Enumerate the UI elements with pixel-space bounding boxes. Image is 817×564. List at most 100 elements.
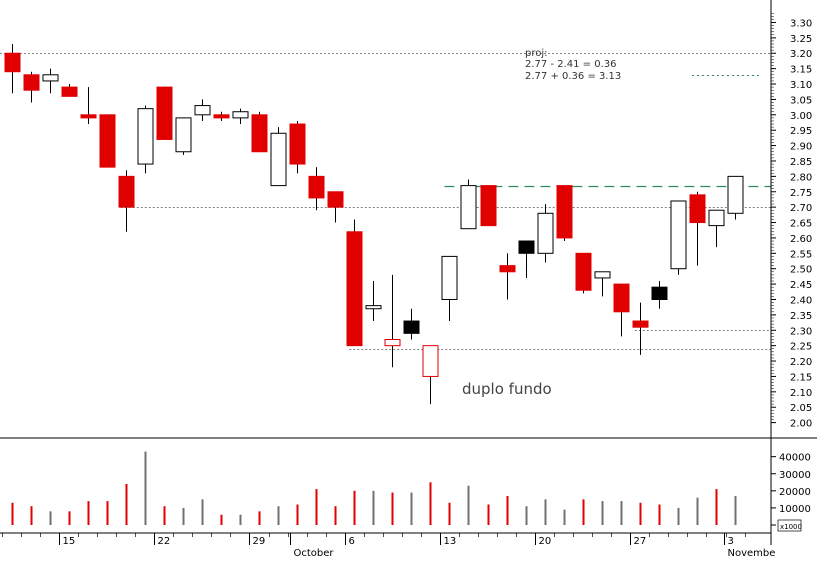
price-tick-label: 2.85 xyxy=(790,157,812,168)
price-tick-label: 3.20 xyxy=(790,49,812,60)
candle-body xyxy=(137,108,154,165)
candle-body xyxy=(403,320,420,334)
price-tick-label: 2.60 xyxy=(790,234,812,245)
candle xyxy=(175,117,192,155)
candle xyxy=(118,170,135,232)
candle xyxy=(137,105,154,174)
price-tick-label: 2.65 xyxy=(790,219,812,230)
candle-body xyxy=(194,105,211,116)
candle xyxy=(61,84,78,97)
candle-body xyxy=(613,283,630,313)
candle xyxy=(632,302,649,355)
candle xyxy=(346,219,363,347)
price-tick-label: 3.15 xyxy=(790,65,812,76)
x-tick-label: Novembe xyxy=(728,548,776,559)
price-tick-label: 2.10 xyxy=(790,388,812,399)
candle xyxy=(42,68,59,94)
volume-unit-label: x1000 xyxy=(780,523,802,531)
candle xyxy=(670,200,687,275)
candle-body xyxy=(556,185,573,239)
candle-body xyxy=(270,132,287,187)
candle-body xyxy=(632,320,649,328)
price-tick-label: 3.10 xyxy=(790,80,812,91)
price-tick-label: 3.30 xyxy=(790,18,812,29)
price-tick-label: 2.90 xyxy=(790,142,812,153)
x-tick-label: 20 xyxy=(539,536,552,547)
price-tick-label: 2.20 xyxy=(790,357,812,368)
candle-body xyxy=(4,52,21,73)
x-tick-label: 13 xyxy=(444,536,457,547)
candle xyxy=(708,209,725,248)
candle xyxy=(441,255,458,322)
price-tick-label: 2.25 xyxy=(790,342,812,353)
x-tick-label: 15 xyxy=(63,536,76,547)
candle xyxy=(575,252,592,294)
candle-body xyxy=(213,114,230,119)
price-tick-label: 2.55 xyxy=(790,249,812,260)
volume-axis: 400003000020000100000x1000 xyxy=(771,453,811,532)
candle-body xyxy=(460,185,477,230)
candle xyxy=(460,179,477,230)
candle-body xyxy=(118,175,135,208)
candle xyxy=(251,111,268,153)
candle-body xyxy=(327,191,344,208)
candle-body xyxy=(251,114,268,153)
price-tick-label: 2.40 xyxy=(790,295,812,306)
candle-body xyxy=(499,265,516,273)
candle-body xyxy=(156,86,173,140)
candle-body xyxy=(441,255,458,300)
candle-body xyxy=(61,86,78,97)
candle xyxy=(480,185,497,227)
x-tick-label: October xyxy=(294,548,335,559)
candle xyxy=(384,274,401,368)
volume-tick-label: 30000 xyxy=(779,470,811,481)
candle-body xyxy=(651,286,668,300)
pattern-label: duplo fundo xyxy=(462,380,552,398)
price-tick-label: 2.00 xyxy=(790,419,812,430)
candle-body xyxy=(384,339,401,347)
price-tick-label: 2.45 xyxy=(790,280,812,291)
projection-line-1: 2.77 - 2.41 = 0.36 xyxy=(525,59,617,70)
candle xyxy=(99,114,116,168)
candle xyxy=(556,185,573,242)
candle-body xyxy=(80,114,97,119)
price-axis: 3.30 3.25 3.20 3.15 3.10 3.05 3.00 2.95 2.90 2.85… xyxy=(771,12,812,430)
x-tick-label: 3 xyxy=(728,536,734,547)
candle xyxy=(232,108,249,125)
candle-body xyxy=(480,185,497,227)
reference-lines xyxy=(0,53,771,350)
volume-bars xyxy=(11,451,737,525)
candle-body xyxy=(365,305,382,310)
volume-unit-box xyxy=(777,519,802,532)
candle-body xyxy=(289,123,306,165)
candle xyxy=(651,281,668,309)
candle xyxy=(327,191,344,223)
price-tick-label: 3.25 xyxy=(790,34,812,45)
candle xyxy=(289,120,306,174)
candle xyxy=(23,71,40,103)
x-tick-label: 6 xyxy=(349,536,355,547)
candle-body xyxy=(727,175,744,214)
candle xyxy=(422,345,439,405)
price-tick-label: 2.35 xyxy=(790,311,812,322)
projection-title: proj: xyxy=(525,48,548,59)
candle xyxy=(270,127,287,187)
candle-body xyxy=(175,117,192,153)
candle-body xyxy=(575,252,592,291)
candle xyxy=(213,111,230,121)
price-tick-label: 2.15 xyxy=(790,372,812,383)
candles xyxy=(4,44,744,405)
candle xyxy=(308,167,325,211)
candle-body xyxy=(518,240,535,254)
price-tick-label: 2.50 xyxy=(790,265,812,276)
candle-body xyxy=(346,231,363,347)
price-tick-label: 2.05 xyxy=(790,403,812,414)
candle-body xyxy=(708,209,725,227)
projection-line-2: 2.77 + 0.36 = 3.13 xyxy=(525,71,621,82)
candle xyxy=(518,240,535,278)
candle-body xyxy=(594,271,611,279)
candle-body xyxy=(422,345,439,377)
